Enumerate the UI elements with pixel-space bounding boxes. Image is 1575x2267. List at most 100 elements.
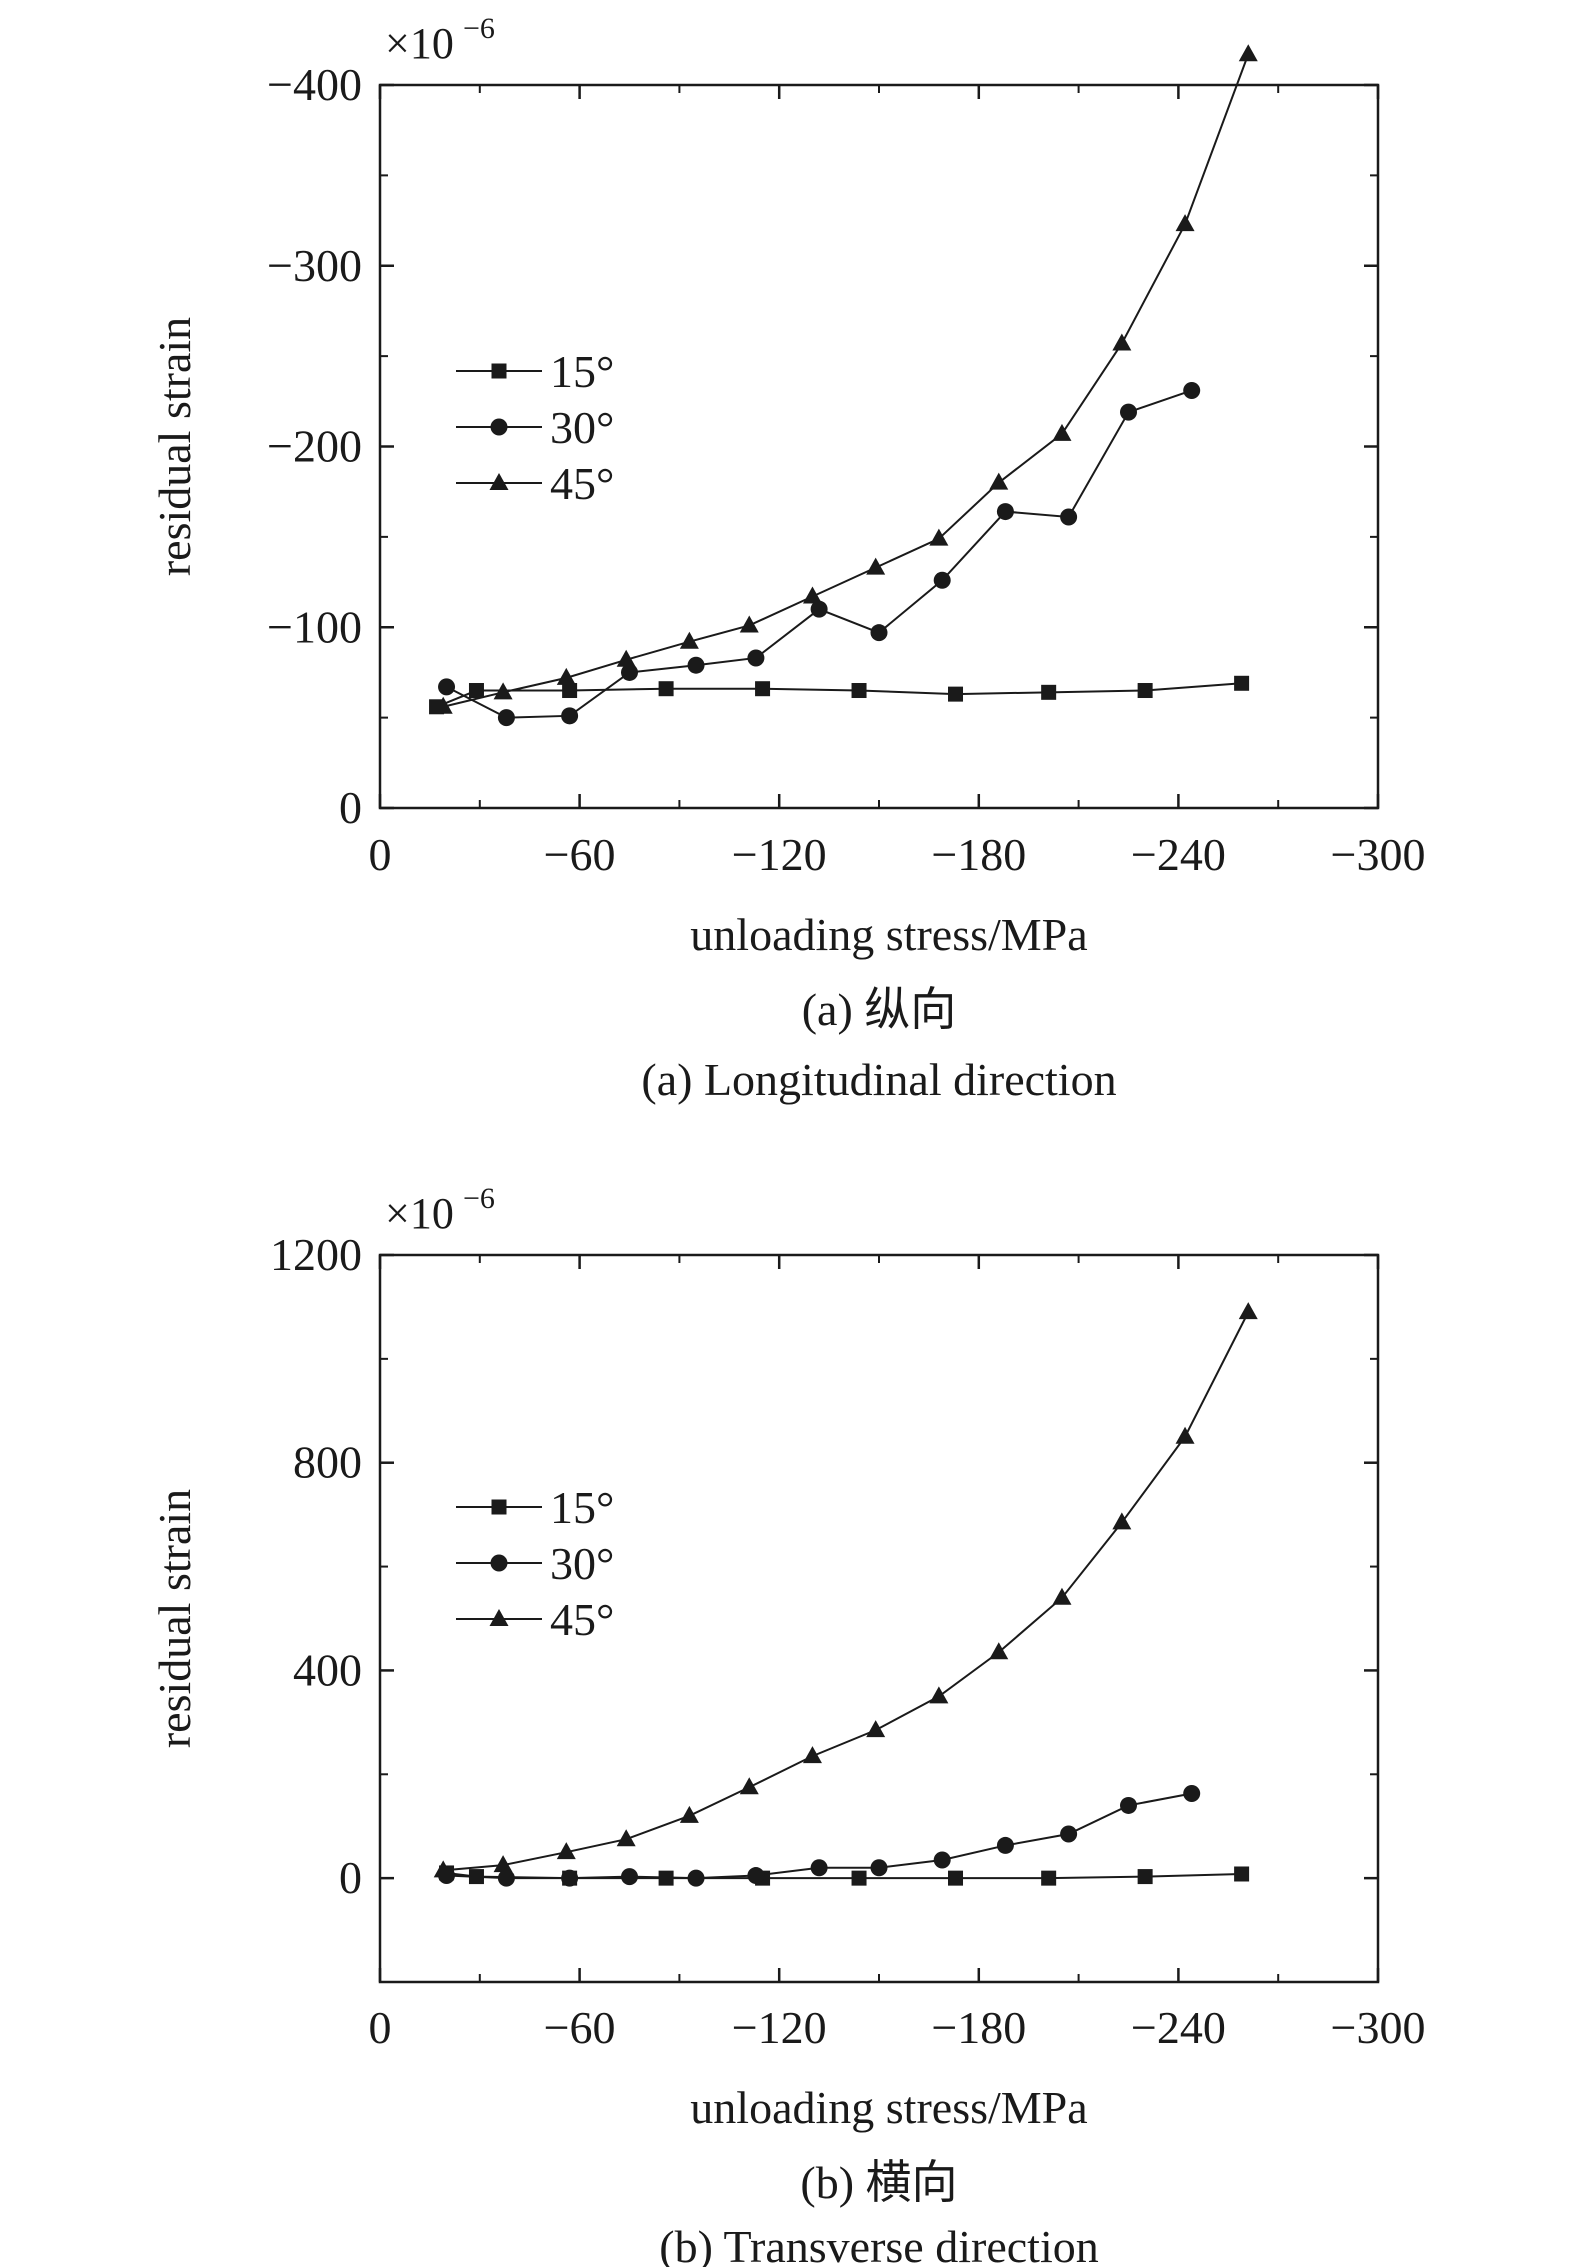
y-tick-label: 0 xyxy=(339,782,362,833)
chart-longitudinal: 0 −60 −120 −180 −240 −300 0 −100 −200 −300 −400 ×10… xyxy=(149,12,1425,1105)
data-point xyxy=(755,681,771,697)
data-point xyxy=(851,683,867,699)
x-axis-label: unloading stress/MPa xyxy=(690,2082,1087,2133)
legend-marker xyxy=(489,1609,509,1626)
data-point xyxy=(687,656,705,674)
data-point xyxy=(866,1720,886,1738)
legend-entry: 15° xyxy=(456,1482,614,1533)
data-point xyxy=(1052,423,1072,441)
data-point xyxy=(810,1859,828,1877)
legend-label: 30° xyxy=(550,402,614,453)
axis-multiplier-exponent: −6 xyxy=(463,12,495,45)
axis-multiplier: ×10 xyxy=(385,1189,454,1238)
y-tick-label: 400 xyxy=(293,1644,362,1695)
legend-label: 45° xyxy=(550,1594,614,1645)
data-point xyxy=(739,615,759,633)
data-point xyxy=(996,503,1014,521)
legend-label: 15° xyxy=(550,1482,614,1533)
y-tick-label: 1200 xyxy=(270,1229,362,1280)
data-point xyxy=(679,1805,699,1823)
data-point xyxy=(747,649,765,667)
data-point xyxy=(621,663,638,681)
x-tick-label: −300 xyxy=(1331,2002,1426,2053)
legend-entry: 30° xyxy=(456,1538,614,1589)
data-point xyxy=(438,678,456,696)
data-point xyxy=(1120,403,1137,421)
data-point xyxy=(1041,1870,1057,1886)
data-point xyxy=(468,683,484,699)
x-tick-label: −120 xyxy=(732,829,827,880)
x-tick-label: −240 xyxy=(1131,2002,1226,2053)
y-tick-label: −200 xyxy=(267,421,362,472)
legend-entry: 45° xyxy=(456,458,614,509)
data-point xyxy=(1112,1512,1132,1530)
legend-entry: 15° xyxy=(456,346,614,397)
data-point xyxy=(929,1686,949,1704)
series-15° xyxy=(429,675,1250,715)
plot-frame xyxy=(378,83,1380,810)
series-45° xyxy=(433,44,1258,714)
legend-label: 15° xyxy=(550,346,614,397)
legend-label: 30° xyxy=(550,1538,614,1589)
caption-en: (a) Longitudinal direction xyxy=(641,1054,1116,1105)
data-point xyxy=(1060,508,1078,526)
caption-cn: (b) 横向 xyxy=(800,2157,957,2208)
x-tick-label: 0 xyxy=(369,829,392,880)
y-tick-label: 0 xyxy=(339,1852,362,1903)
data-point xyxy=(870,1859,888,1877)
data-point xyxy=(870,624,888,642)
data-point xyxy=(556,1842,576,1860)
data-point xyxy=(1234,1866,1250,1882)
data-point xyxy=(679,631,699,649)
axis-multiplier-exponent: −6 xyxy=(463,1182,495,1215)
legend-entry: 30° xyxy=(456,402,614,453)
x-tick-label: −240 xyxy=(1131,829,1226,880)
data-point xyxy=(658,681,674,697)
data-point xyxy=(1137,1869,1153,1885)
legend-marker xyxy=(490,1554,508,1572)
data-point xyxy=(1238,1302,1258,1320)
data-point xyxy=(933,571,951,589)
data-point xyxy=(1183,381,1201,399)
y-tick-label: −400 xyxy=(267,59,362,110)
y-axis-label: residual strain xyxy=(149,1489,200,1748)
data-point xyxy=(739,1777,759,1795)
data-point xyxy=(810,600,828,618)
caption-en: (b) Transverse direction xyxy=(659,2221,1098,2267)
data-point xyxy=(433,696,453,714)
data-point xyxy=(802,1746,822,1764)
data-point xyxy=(1137,683,1153,699)
data-point xyxy=(1060,1825,1078,1843)
series-45° xyxy=(433,1302,1258,1878)
data-point xyxy=(493,1855,513,1873)
legend-marker xyxy=(490,418,508,436)
data-point xyxy=(493,682,513,700)
data-point xyxy=(621,1868,638,1886)
data-point xyxy=(933,1851,951,1869)
data-point xyxy=(562,683,578,699)
data-point xyxy=(497,709,515,727)
data-point xyxy=(1175,1426,1195,1444)
data-point xyxy=(948,1870,964,1886)
data-point xyxy=(561,707,579,725)
data-point xyxy=(556,667,576,685)
data-point xyxy=(996,1836,1014,1854)
data-point xyxy=(1052,1587,1072,1605)
data-point xyxy=(1238,44,1258,62)
data-point xyxy=(497,1869,515,1887)
legend-entry: 45° xyxy=(456,1594,614,1645)
x-tick-label: −300 xyxy=(1331,829,1426,880)
data-point xyxy=(561,1869,579,1887)
x-tick-label: −60 xyxy=(544,2002,616,2053)
series-30° xyxy=(438,381,1201,727)
data-point xyxy=(687,1869,705,1887)
data-point xyxy=(1183,1784,1201,1802)
data-point xyxy=(948,686,964,702)
data-point xyxy=(989,472,1009,490)
data-point xyxy=(989,1642,1009,1660)
y-tick-label: 800 xyxy=(293,1437,362,1488)
data-point xyxy=(1234,675,1250,691)
data-point xyxy=(929,528,949,546)
y-axis-label: residual strain xyxy=(149,317,200,576)
